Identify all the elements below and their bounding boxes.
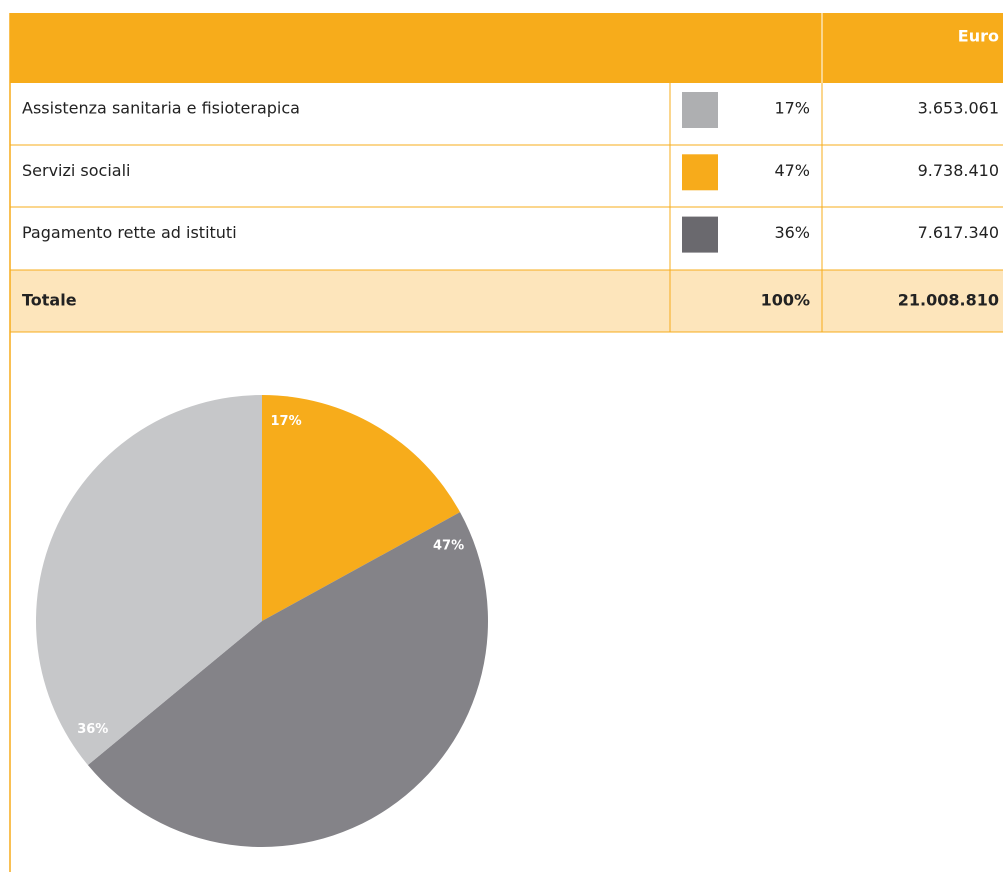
row-percent: 36% (774, 223, 810, 242)
row-euro: 9.738.410 (918, 161, 999, 180)
slice-label: 17% (271, 414, 302, 429)
pie-slice (87, 512, 488, 847)
total-label: Totale (22, 291, 77, 310)
header-bar (10, 13, 1003, 83)
total-percent: 100% (761, 291, 810, 310)
pie-slice (262, 395, 461, 621)
row-euro: 3.653.061 (918, 99, 999, 118)
slice-label: 36% (77, 722, 108, 737)
row-label: Servizi sociali (22, 161, 130, 180)
row-label: Pagamento rette ad istituti (22, 223, 237, 242)
total-euro: 21.008.810 (898, 291, 999, 310)
color-swatch (682, 216, 718, 253)
header-euro: Euro (958, 27, 999, 46)
row-percent: 17% (774, 99, 810, 118)
color-swatch (682, 92, 718, 128)
row-label: Assistenza sanitaria e fisioterapica (22, 99, 300, 118)
row-euro: 7.617.340 (918, 223, 999, 242)
row-percent: 47% (774, 161, 810, 180)
color-swatch (682, 154, 718, 191)
pie-slice (36, 395, 262, 766)
total-row-bg (10, 270, 1003, 332)
slice-label: 47% (433, 538, 464, 553)
